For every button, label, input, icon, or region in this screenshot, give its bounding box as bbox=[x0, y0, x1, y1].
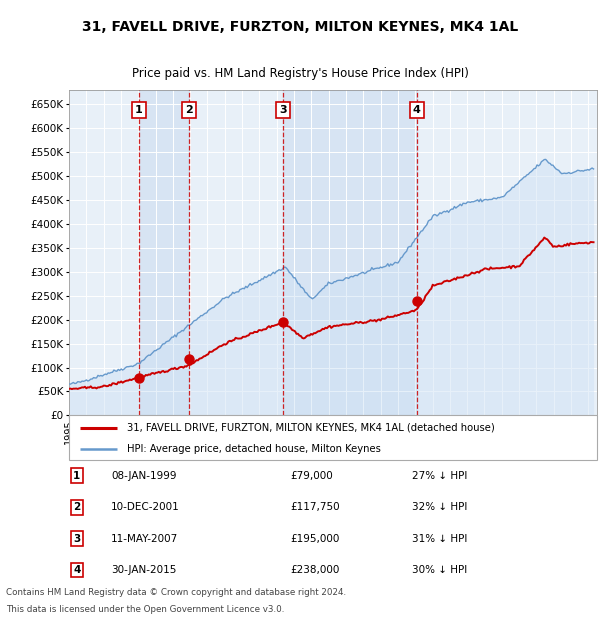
Text: 08-JAN-1999: 08-JAN-1999 bbox=[111, 471, 177, 480]
Text: £195,000: £195,000 bbox=[291, 534, 340, 544]
Text: 27% ↓ HPI: 27% ↓ HPI bbox=[412, 471, 467, 480]
Text: 10-DEC-2001: 10-DEC-2001 bbox=[111, 502, 180, 512]
Text: 30-JAN-2015: 30-JAN-2015 bbox=[111, 565, 176, 575]
Bar bbox=[139, 90, 189, 415]
Text: 11-MAY-2007: 11-MAY-2007 bbox=[111, 534, 178, 544]
Text: 2: 2 bbox=[185, 105, 193, 115]
Text: 2: 2 bbox=[73, 502, 80, 512]
Text: £238,000: £238,000 bbox=[291, 565, 340, 575]
Text: 31, FAVELL DRIVE, FURZTON, MILTON KEYNES, MK4 1AL: 31, FAVELL DRIVE, FURZTON, MILTON KEYNES… bbox=[82, 20, 518, 33]
Text: 31, FAVELL DRIVE, FURZTON, MILTON KEYNES, MK4 1AL (detached house): 31, FAVELL DRIVE, FURZTON, MILTON KEYNES… bbox=[127, 423, 495, 433]
Text: 1: 1 bbox=[73, 471, 80, 480]
Text: 30% ↓ HPI: 30% ↓ HPI bbox=[412, 565, 467, 575]
Text: This data is licensed under the Open Government Licence v3.0.: This data is licensed under the Open Gov… bbox=[6, 604, 284, 614]
Text: £117,750: £117,750 bbox=[291, 502, 340, 512]
Text: £79,000: £79,000 bbox=[291, 471, 334, 480]
Text: Price paid vs. HM Land Registry's House Price Index (HPI): Price paid vs. HM Land Registry's House … bbox=[131, 68, 469, 81]
Text: 4: 4 bbox=[73, 565, 80, 575]
Text: 3: 3 bbox=[279, 105, 287, 115]
Text: HPI: Average price, detached house, Milton Keynes: HPI: Average price, detached house, Milt… bbox=[127, 444, 381, 454]
Text: 32% ↓ HPI: 32% ↓ HPI bbox=[412, 502, 467, 512]
Text: 1: 1 bbox=[135, 105, 143, 115]
Text: 4: 4 bbox=[413, 105, 421, 115]
Text: 31% ↓ HPI: 31% ↓ HPI bbox=[412, 534, 467, 544]
Text: Contains HM Land Registry data © Crown copyright and database right 2024.: Contains HM Land Registry data © Crown c… bbox=[6, 588, 346, 596]
Bar bbox=[283, 90, 416, 415]
Text: 3: 3 bbox=[73, 534, 80, 544]
